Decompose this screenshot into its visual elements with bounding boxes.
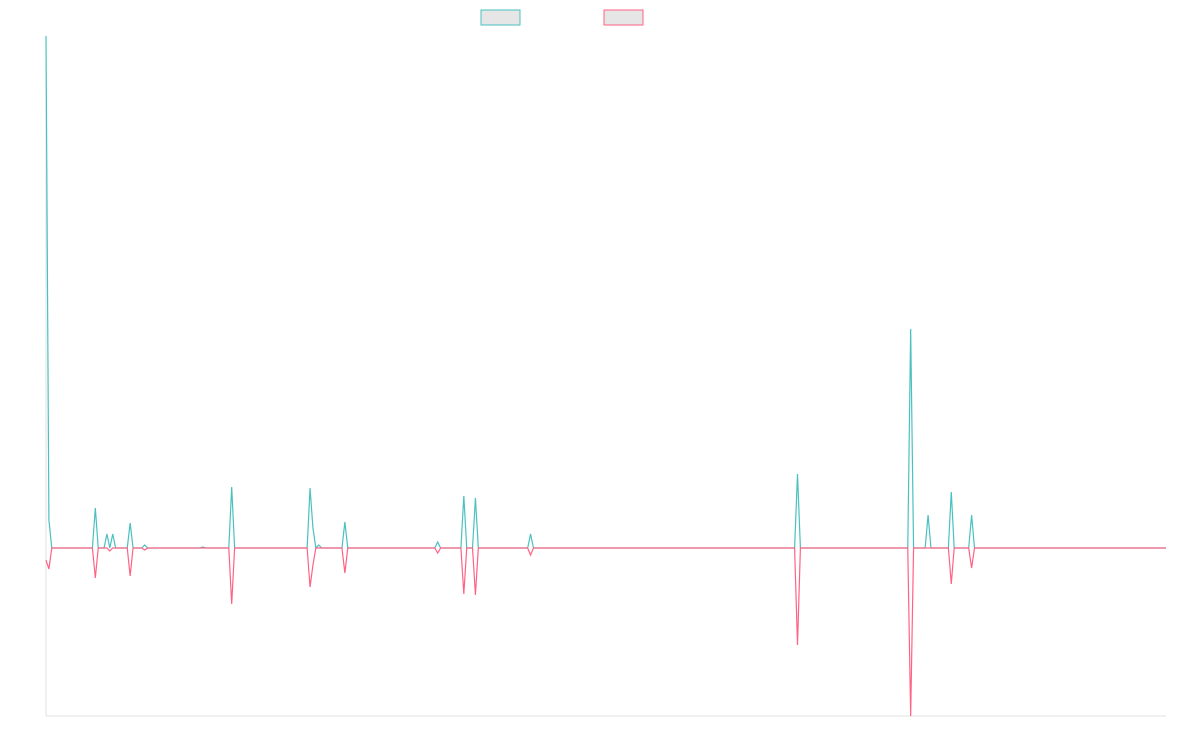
legend-swatch[interactable]: [480, 9, 521, 26]
legend-swatch[interactable]: [603, 9, 644, 26]
series-line: [45, 35, 1166, 550]
series-line: [45, 547, 1166, 717]
